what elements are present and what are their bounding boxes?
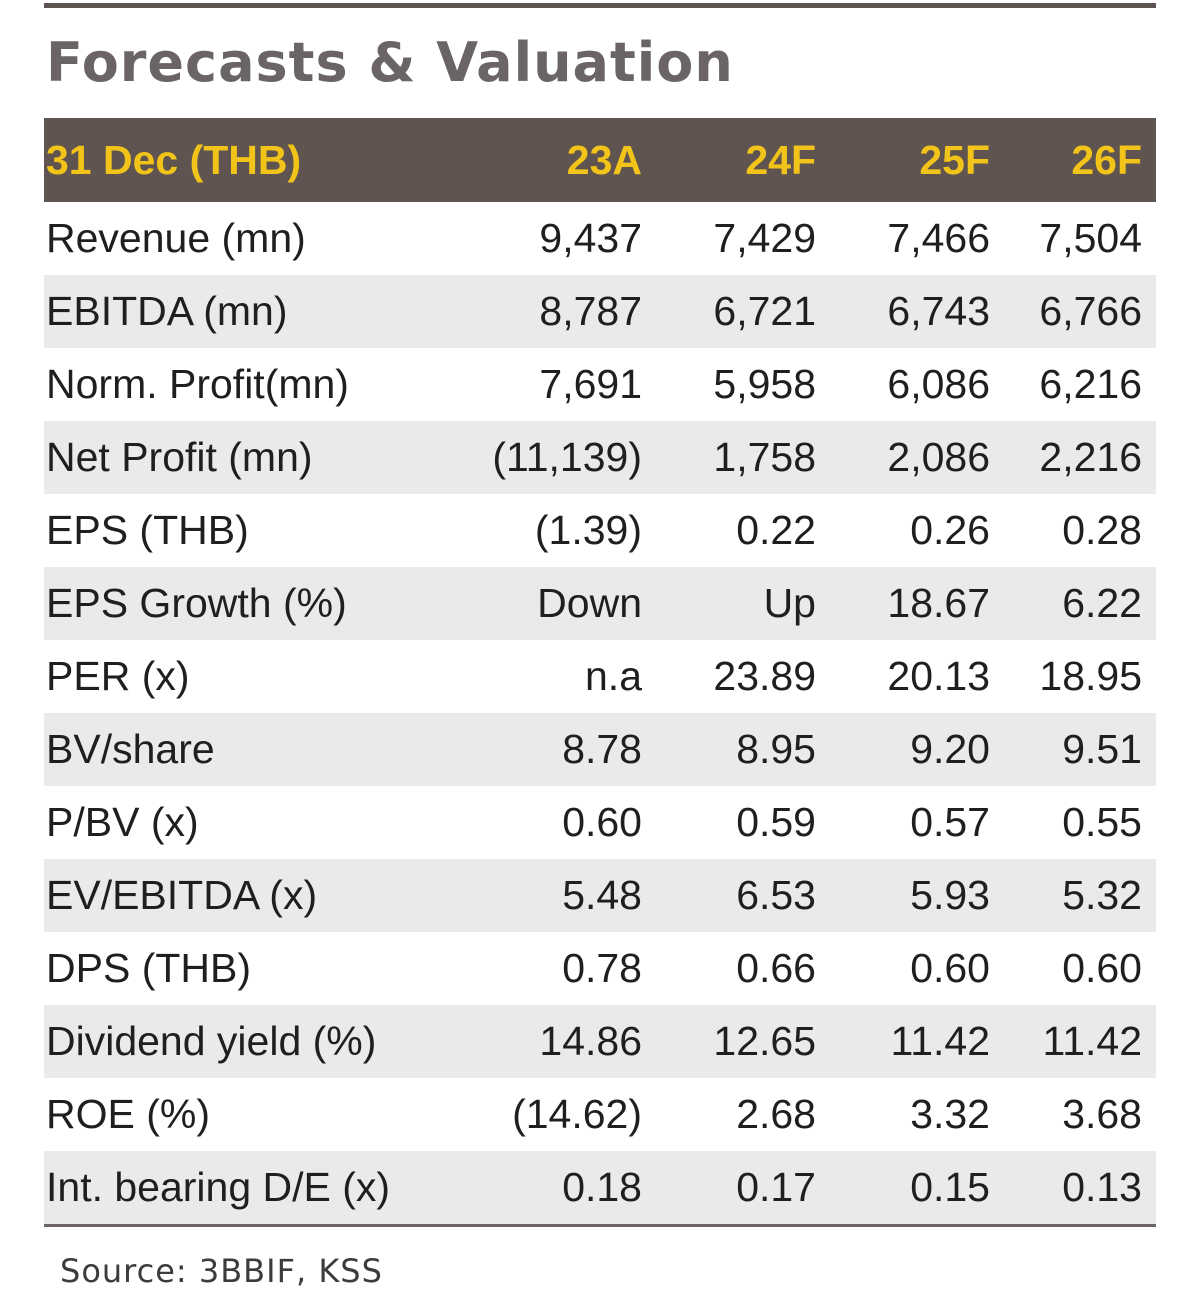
row-value: 2,216 <box>1039 434 1142 480</box>
row-value: 18.95 <box>1039 653 1142 699</box>
row-value: 9,437 <box>539 215 642 261</box>
row-value: 8.95 <box>736 726 816 772</box>
row-label: Revenue (mn) <box>46 215 306 261</box>
row-label: EPS Growth (%) <box>46 580 347 626</box>
header-label: 31 Dec (THB) <box>46 136 302 183</box>
table-body: Revenue (mn) 9,437 7,429 7,466 7,504 EBITDA (… <box>44 202 1156 1227</box>
row-value: 6.22 <box>1062 580 1142 626</box>
row-value: 0.78 <box>562 945 642 991</box>
row-value: 0.60 <box>910 945 990 991</box>
header-year-24f: 24F <box>745 136 816 183</box>
row-value: 0.57 <box>910 799 990 845</box>
row-value: 6,766 <box>1039 288 1142 334</box>
row-value: 7,466 <box>887 215 990 261</box>
row-value: 23.89 <box>713 653 816 699</box>
row-value: (11,139) <box>492 434 642 480</box>
header-year-26f: 26F <box>1071 136 1142 183</box>
table-row: BV/share 8.78 8.95 9.20 9.51 <box>44 713 1156 786</box>
table-row: Revenue (mn) 9,437 7,429 7,466 7,504 <box>44 202 1156 275</box>
row-label: PER (x) <box>46 653 190 699</box>
row-value: n.a <box>585 653 642 699</box>
row-value: 5.32 <box>1062 872 1142 918</box>
top-rule <box>44 3 1156 8</box>
row-value: 0.60 <box>562 799 642 845</box>
row-value: (14.62) <box>512 1091 642 1137</box>
row-label: Dividend yield (%) <box>46 1018 377 1064</box>
row-label: EPS (THB) <box>46 507 249 553</box>
table-row: Dividend yield (%) 14.86 12.65 11.42 11.42 <box>44 1005 1156 1078</box>
forecast-table: 31 Dec (THB) 23A 24F 25F 26F Revenue (mn… <box>44 118 1156 1227</box>
table-row: EPS (THB) (1.39) 0.22 0.26 0.28 <box>44 494 1156 567</box>
header-year-23a: 23A <box>566 136 642 183</box>
row-value: 7,504 <box>1039 215 1142 261</box>
row-value: 0.15 <box>910 1164 990 1210</box>
row-label: EV/EBITDA (x) <box>46 872 318 918</box>
row-value: Up <box>763 580 816 626</box>
row-label: BV/share <box>46 726 215 772</box>
table-row: PER (x) n.a 23.89 20.13 18.95 <box>44 640 1156 713</box>
table-row: Int. bearing D/E (x) 0.18 0.17 0.15 0.13 <box>44 1151 1156 1227</box>
table-row: P/BV (x) 0.60 0.59 0.57 0.55 <box>44 786 1156 859</box>
row-value: 11.42 <box>890 1018 990 1064</box>
row-value: 9.51 <box>1062 726 1142 772</box>
row-value: 0.22 <box>736 507 816 553</box>
row-value: 6,743 <box>887 288 990 334</box>
row-value: Down <box>537 580 642 626</box>
row-value: 0.17 <box>736 1164 816 1210</box>
row-value: 0.28 <box>1062 507 1142 553</box>
row-value: 7,691 <box>539 361 642 407</box>
row-value: 6,721 <box>713 288 816 334</box>
table-row: Net Profit (mn) (11,139) 1,758 2,086 2,216 <box>44 421 1156 494</box>
row-value: 6,216 <box>1039 361 1142 407</box>
row-value: 9.20 <box>910 726 990 772</box>
row-value: 5.48 <box>562 872 642 918</box>
row-label: DPS (THB) <box>46 945 251 991</box>
header-year-25f: 25F <box>919 136 990 183</box>
row-label: Norm. Profit(mn) <box>46 361 349 407</box>
row-value: 1,758 <box>713 434 816 480</box>
table-row: Norm. Profit(mn) 7,691 5,958 6,086 6,216 <box>44 348 1156 421</box>
row-value: 6.53 <box>736 872 816 918</box>
row-value: 3.68 <box>1062 1091 1142 1137</box>
row-value: 2,086 <box>887 434 990 480</box>
row-value: 0.60 <box>1062 945 1142 991</box>
row-label: Int. bearing D/E (x) <box>46 1164 391 1210</box>
table-header: 31 Dec (THB) 23A 24F 25F 26F <box>44 118 1156 202</box>
table-row: ROE (%) (14.62) 2.68 3.32 3.68 <box>44 1078 1156 1151</box>
row-value: 0.59 <box>736 799 816 845</box>
row-value: 5.93 <box>910 872 990 918</box>
row-value: 14.86 <box>539 1018 642 1064</box>
row-value: 18.67 <box>887 580 990 626</box>
table-row: EBITDA (mn) 8,787 6,721 6,743 6,766 <box>44 275 1156 348</box>
row-value: 0.26 <box>910 507 990 553</box>
row-label: EBITDA (mn) <box>46 288 288 334</box>
row-value: 11.42 <box>1042 1018 1142 1064</box>
row-value: 5,958 <box>713 361 816 407</box>
row-value: 7,429 <box>713 215 816 261</box>
row-value: 12.65 <box>713 1018 816 1064</box>
table-row: EV/EBITDA (x) 5.48 6.53 5.93 5.32 <box>44 859 1156 932</box>
row-value: 0.18 <box>562 1164 642 1210</box>
row-label: Net Profit (mn) <box>46 434 313 480</box>
source-note: Source: 3BBIF, KSS <box>60 1252 383 1290</box>
table-row: DPS (THB) 0.78 0.66 0.60 0.60 <box>44 932 1156 1005</box>
row-label: P/BV (x) <box>46 799 199 845</box>
row-label: ROE (%) <box>46 1091 210 1137</box>
row-value: 8,787 <box>539 288 642 334</box>
row-value: 0.13 <box>1062 1164 1142 1210</box>
row-value: 0.66 <box>736 945 816 991</box>
row-value: (1.39) <box>534 507 642 553</box>
row-value: 2.68 <box>736 1091 816 1137</box>
row-value: 20.13 <box>887 653 990 699</box>
row-value: 3.32 <box>910 1091 990 1137</box>
row-value: 0.55 <box>1062 799 1142 845</box>
row-value: 8.78 <box>562 726 642 772</box>
table-row: EPS Growth (%) Down Up 18.67 6.22 <box>44 567 1156 640</box>
row-value: 6,086 <box>887 361 990 407</box>
page-title: Forecasts & Valuation <box>46 31 734 94</box>
